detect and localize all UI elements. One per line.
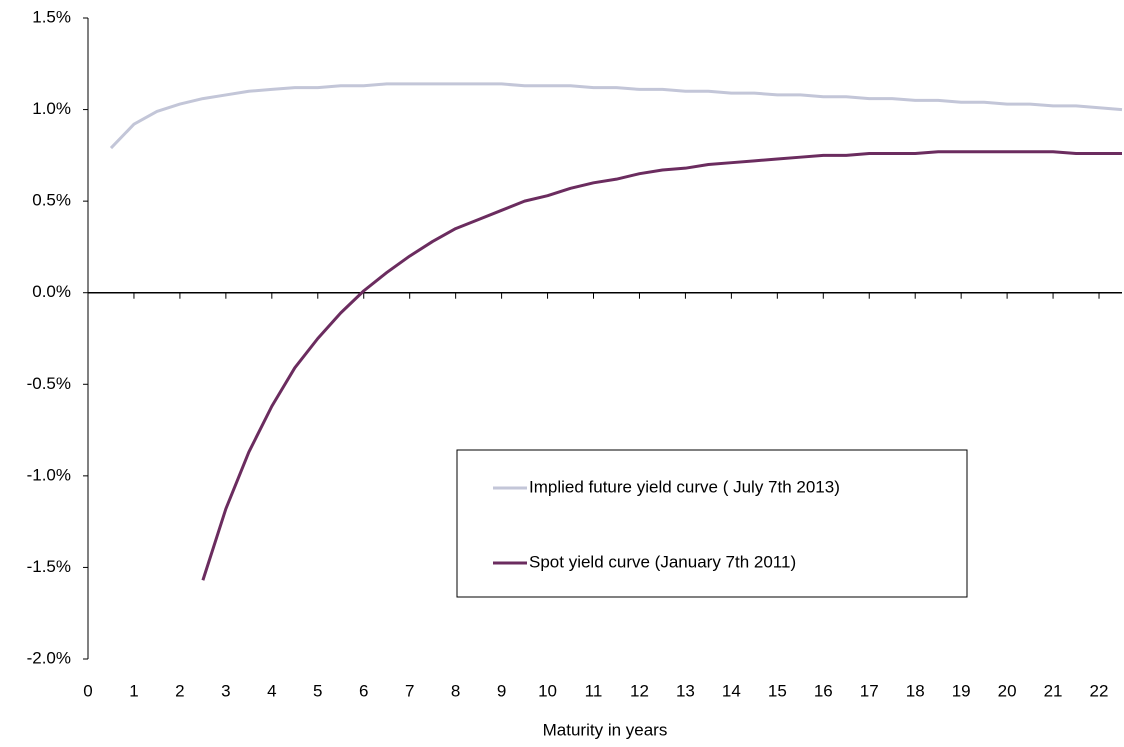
legend: Implied future yield curve ( July 7th 20…: [456, 449, 968, 598]
x-tick-label: 12: [630, 681, 649, 700]
x-tick-label: 4: [267, 681, 276, 700]
y-tick-label: -1.5%: [27, 557, 71, 576]
x-tick-label: 18: [906, 681, 925, 700]
x-tick-label: 13: [676, 681, 695, 700]
y-tick-label: -1.0%: [27, 465, 71, 484]
x-tick-label: 1: [129, 681, 138, 700]
x-tick-label: 10: [538, 681, 557, 700]
x-tick-label: 8: [451, 681, 460, 700]
x-tick-label: 20: [998, 681, 1017, 700]
x-tick-label: 7: [405, 681, 414, 700]
series-line: [201, 150, 1122, 581]
x-tick-label: 3: [221, 681, 230, 700]
x-axis-title: Maturity in years: [543, 720, 668, 739]
legend-label: Implied future yield curve ( July 7th 20…: [529, 477, 840, 496]
series-line: [109, 82, 1123, 150]
x-tick-label: 17: [860, 681, 879, 700]
x-tick-label: 16: [814, 681, 833, 700]
x-tick-label: 9: [497, 681, 506, 700]
x-tick-label: 14: [722, 681, 741, 700]
x-tick-label: 15: [768, 681, 787, 700]
x-tick-label: 2: [175, 681, 184, 700]
x-tick-label: 0: [83, 681, 92, 700]
x-tick-label: 11: [585, 681, 603, 700]
x-tick-label: 6: [359, 681, 368, 700]
x-tick-label: 5: [313, 681, 322, 700]
y-tick-label: 1.0%: [32, 99, 71, 118]
y-tick-label: 1.5%: [32, 7, 71, 26]
x-tick-label: 22: [1090, 681, 1109, 700]
y-tick-label: 0.0%: [32, 282, 71, 301]
x-tick-label: 21: [1044, 681, 1063, 700]
legend-box: [456, 449, 968, 598]
y-tick-label: -0.5%: [27, 374, 71, 393]
y-tick-label: 0.5%: [32, 191, 71, 210]
legend-label: Spot yield curve (January 7th 2011): [529, 552, 796, 571]
x-tick-label: 19: [952, 681, 971, 700]
y-tick-label: -2.0%: [27, 648, 71, 667]
